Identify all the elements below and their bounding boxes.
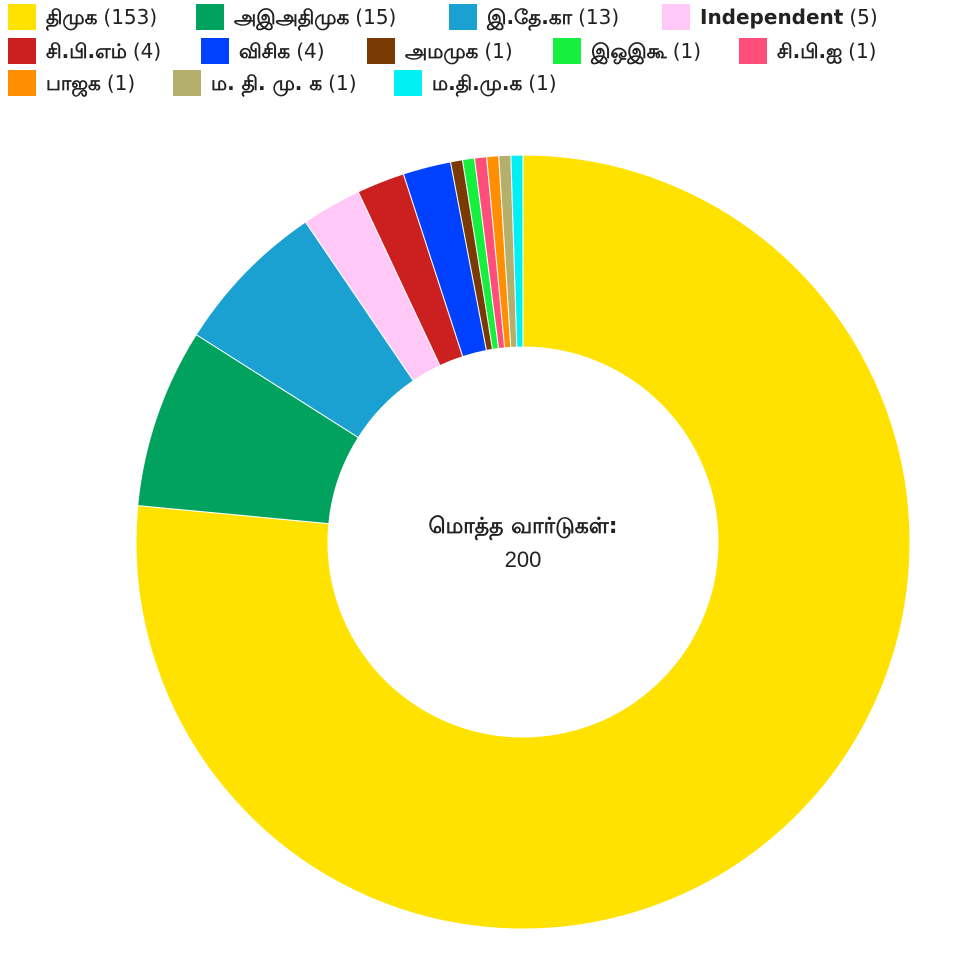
legend-item[interactable]: விசிக (4) (201, 38, 325, 64)
legend-count: (153) (103, 5, 158, 29)
legend-item[interactable]: அஇஅதிமுக (15) (196, 4, 396, 30)
legend-count: (1) (672, 39, 702, 63)
center-title: மொத்த வார்டுகள்: (428, 514, 618, 539)
legend-count: (1) (328, 71, 357, 95)
legend-label: சி.பி.எம் (46, 39, 127, 63)
legend-item[interactable]: பாஜக (1) (8, 70, 135, 96)
legend-swatch (8, 38, 36, 64)
legend-swatch (201, 38, 229, 64)
donut-slice[interactable] (510, 154, 524, 348)
legend-swatch (449, 4, 477, 30)
chart-legend: திமுக (153) அஇஅதிமுக (15) இ.தே.கா (13) I… (0, 0, 972, 100)
legend-label: சி.பி.ஐ (777, 39, 843, 63)
legend-item[interactable]: சி.பி.ஐ (1) (739, 38, 877, 64)
donut-center-label: மொத்த வார்டுகள்: 200 (323, 510, 723, 576)
legend-count: (4) (296, 39, 325, 63)
legend-count: (1) (848, 39, 877, 63)
legend-swatch (8, 4, 36, 30)
legend-swatch (662, 4, 690, 30)
legend-count: (4) (132, 39, 162, 63)
legend-swatch (173, 70, 201, 96)
legend-count: (1) (528, 71, 557, 95)
legend-count: (15) (355, 5, 397, 29)
legend-label: திமுக (46, 5, 98, 29)
legend-swatch (553, 38, 581, 64)
legend-label: விசிக (239, 39, 291, 63)
legend-item[interactable]: இஒஇகூ (1) (553, 38, 701, 64)
legend-item[interactable]: அமமுக (1) (367, 38, 513, 64)
legend-item[interactable]: Independent (5) (662, 4, 878, 30)
legend-item[interactable]: ம. தி. மு. க (1) (173, 70, 357, 96)
legend-count: (5) (849, 5, 878, 29)
legend-label: ம. தி. மு. க (211, 71, 323, 95)
legend-swatch (739, 38, 767, 64)
legend-label: இ.தே.கா (487, 5, 573, 29)
legend-item[interactable]: சி.பி.எம் (4) (8, 38, 161, 64)
legend-label: பாஜக (46, 71, 101, 95)
legend-label: Independent (700, 5, 844, 29)
center-total: 200 (504, 547, 542, 572)
legend-swatch (367, 38, 395, 64)
legend-count: (1) (484, 39, 513, 63)
legend-item[interactable]: திமுக (153) (8, 4, 157, 30)
legend-count: (13) (578, 5, 620, 29)
legend-item[interactable]: இ.தே.கா (13) (449, 4, 619, 30)
legend-swatch (8, 70, 36, 96)
legend-label: ம.தி.மு.க (432, 71, 523, 95)
legend-swatch (394, 70, 422, 96)
donut-slice[interactable] (135, 154, 911, 930)
legend-label: அமமுக (405, 39, 479, 63)
legend-item[interactable]: ம.தி.மு.க (1) (394, 70, 557, 96)
legend-label: இஒஇகூ (591, 39, 667, 63)
legend-count: (1) (106, 71, 136, 95)
legend-label: அஇஅதிமுக (234, 5, 350, 29)
legend-swatch (196, 4, 224, 30)
